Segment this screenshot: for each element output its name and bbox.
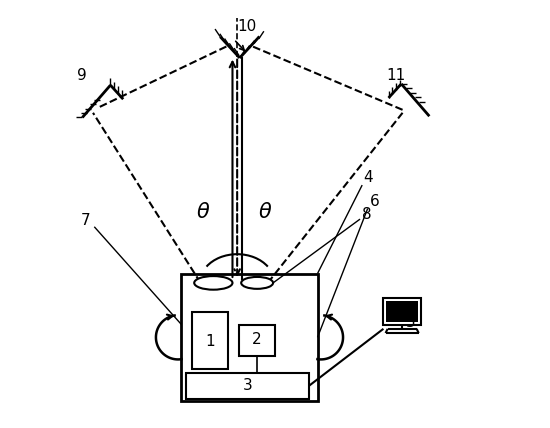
Bar — [182, 273, 317, 401]
Bar — [192, 312, 228, 369]
Text: 6: 6 — [370, 194, 380, 209]
Text: 5: 5 — [406, 315, 416, 330]
Bar — [239, 324, 275, 357]
Text: 1: 1 — [206, 334, 215, 349]
Text: 3: 3 — [243, 378, 252, 393]
Bar — [387, 301, 418, 321]
Text: $\theta$: $\theta$ — [258, 202, 273, 222]
Text: 11: 11 — [387, 68, 406, 83]
Text: 7: 7 — [81, 213, 91, 228]
Ellipse shape — [194, 276, 233, 290]
Bar — [383, 298, 421, 324]
Text: 10: 10 — [238, 19, 257, 34]
Ellipse shape — [241, 277, 273, 289]
Bar — [186, 373, 309, 399]
Text: $\theta$: $\theta$ — [196, 202, 211, 222]
Text: 2: 2 — [252, 332, 262, 347]
Text: 9: 9 — [76, 68, 86, 83]
Text: 8: 8 — [361, 207, 371, 223]
Text: 4: 4 — [364, 170, 373, 185]
